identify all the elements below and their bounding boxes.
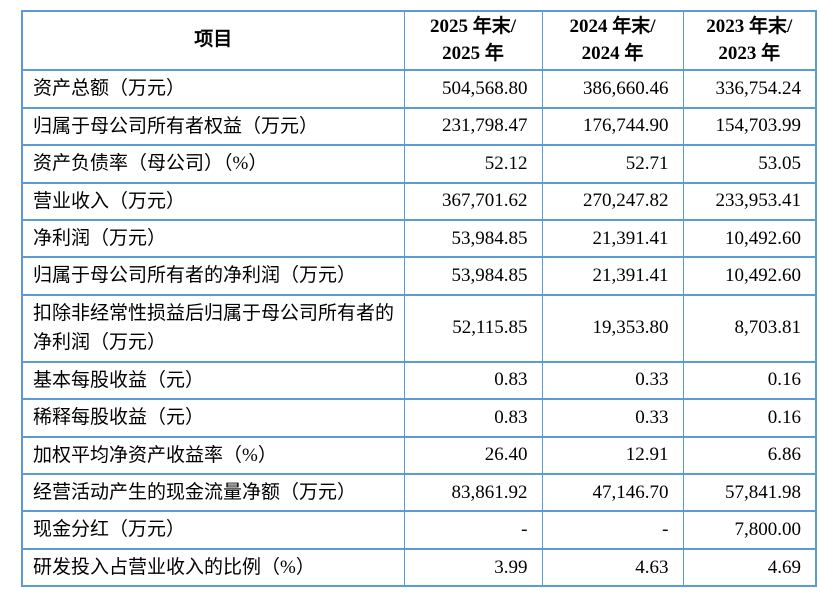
table-row: 资产总额（万元） 504,568.80 386,660.46 336,754.2… [21,69,817,109]
cell-value: 19,353.80 [541,293,684,363]
column-header-year-2023: 2023 年末/ 2023 年 [682,9,817,72]
financial-summary-table: 项目 2025 年末/ 2025 年 2024 年末/ 2024 年 2023 … [21,9,817,588]
header-line-2: 2023 年 [718,42,781,64]
cell-value: 12.91 [541,435,684,476]
cell-value: 52.12 [403,144,543,184]
table-row: 现金分红（万元） - - 7,800.00 [21,510,817,550]
cell-value: - [403,510,543,550]
header-line-1: 2024 年末/ [569,16,656,37]
row-label: 归属于母公司所有者权益（万元） [21,106,405,147]
cell-value: 52.71 [541,144,684,184]
cell-value: 0.83 [403,360,543,401]
cell-value: 10,492.60 [682,218,817,259]
table-row: 扣除非经常性损益后归属于母公司所有者的净利润（万元） 52,115.85 19,… [21,293,817,363]
cell-value: 53,984.85 [403,256,543,296]
row-label: 扣除非经常性损益后归属于母公司所有者的净利润（万元） [21,293,405,363]
table-header-row: 项目 2025 年末/ 2025 年 2024 年末/ 2024 年 2023 … [21,9,817,72]
cell-value: 386,660.46 [541,69,684,109]
cell-value: 0.33 [541,360,684,401]
cell-value: 53.05 [682,144,817,184]
cell-value: 504,568.80 [403,69,543,109]
table-row: 营业收入（万元） 367,701.62 270,247.82 233,953.4… [21,181,817,221]
cell-value: 0.33 [541,398,684,438]
cell-value: 336,754.24 [682,69,817,109]
row-label: 稀释每股收益（元） [21,398,405,438]
row-label: 加权平均净资产收益率（%） [21,435,405,476]
cell-value: 57,841.98 [682,472,817,513]
cell-value: 4.69 [682,547,817,588]
column-header-item: 项目 [21,9,405,72]
cell-value: 47,146.70 [541,472,684,513]
table-row: 基本每股收益（元） 0.83 0.33 0.16 [21,360,817,401]
cell-value: 52,115.85 [403,293,543,363]
table-row: 加权平均净资产收益率（%） 26.40 12.91 6.86 [21,435,817,476]
cell-value: 26.40 [403,435,543,476]
cell-value: - [541,510,684,550]
cell-value: 3.99 [403,547,543,588]
cell-value: 270,247.82 [541,181,684,221]
header-line-2: 2025 年 [442,42,504,64]
table-row: 归属于母公司所有者权益（万元） 231,798.47 176,744.90 15… [21,106,817,147]
cell-value: 0.16 [682,360,817,401]
table-row: 归属于母公司所有者的净利润（万元） 53,984.85 21,391.41 10… [21,256,817,296]
cell-value: 6.86 [682,435,817,476]
cell-value: 0.83 [403,398,543,438]
row-label: 经营活动产生的现金流量净额（万元） [21,472,405,513]
cell-value: 83,861.92 [403,472,543,513]
cell-value: 367,701.62 [403,181,543,221]
cell-value: 7,800.00 [682,510,817,550]
row-label: 资产负债率（母公司）（%） [21,144,405,184]
table-row: 资产负债率（母公司）（%） 52.12 52.71 53.05 [21,144,817,184]
cell-value: 0.16 [682,398,817,438]
table-row: 稀释每股收益（元） 0.83 0.33 0.16 [21,398,817,438]
cell-value: 154,703.99 [682,106,817,147]
row-label: 归属于母公司所有者的净利润（万元） [21,256,405,296]
row-label: 资产总额（万元） [21,69,405,109]
table-row: 经营活动产生的现金流量净额（万元） 83,861.92 47,146.70 57… [21,472,817,513]
cell-value: 8,703.81 [682,293,817,363]
cell-value: 4.63 [541,547,684,588]
cell-value: 21,391.41 [541,218,684,259]
row-label: 现金分红（万元） [21,510,405,550]
header-line-1: 2023 年末/ [706,16,793,37]
row-label: 营业收入（万元） [21,181,405,221]
cell-value: 233,953.41 [682,181,817,221]
header-line-2: 2024 年 [581,42,644,64]
cell-value: 53,984.85 [403,218,543,259]
column-header-year-2025: 2025 年末/ 2025 年 [403,9,543,72]
row-label: 研发投入占营业收入的比例（%） [21,547,405,588]
table-row: 净利润（万元） 53,984.85 21,391.41 10,492.60 [21,218,817,259]
table-row: 研发投入占营业收入的比例（%） 3.99 4.63 4.69 [21,547,817,588]
cell-value: 21,391.41 [541,256,684,296]
cell-value: 176,744.90 [541,106,684,147]
cell-value: 231,798.47 [403,106,543,147]
header-line-1: 2025 年末/ [429,16,517,37]
column-header-year-2024: 2024 年末/ 2024 年 [541,9,684,72]
cell-value: 10,492.60 [682,256,817,296]
row-label: 基本每股收益（元） [21,360,405,401]
row-label: 净利润（万元） [21,218,405,259]
